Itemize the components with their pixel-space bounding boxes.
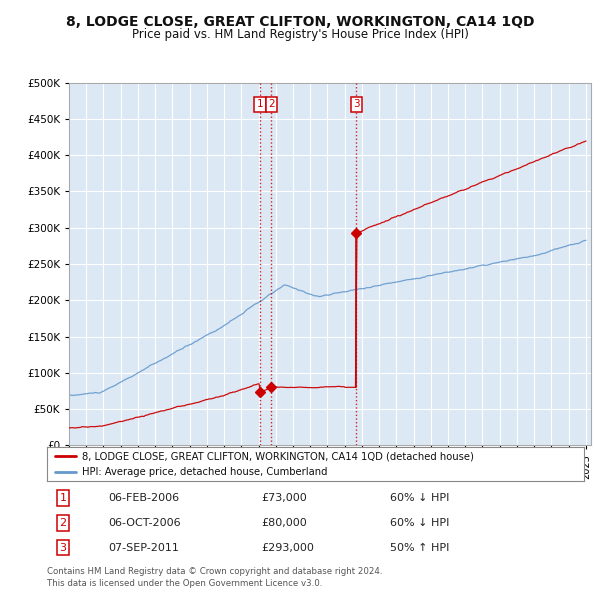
Text: 8, LODGE CLOSE, GREAT CLIFTON, WORKINGTON, CA14 1QD (detached house): 8, LODGE CLOSE, GREAT CLIFTON, WORKINGTO… <box>82 451 473 461</box>
Text: 06-OCT-2006: 06-OCT-2006 <box>109 518 181 528</box>
Text: £293,000: £293,000 <box>262 543 314 552</box>
Text: Price paid vs. HM Land Registry's House Price Index (HPI): Price paid vs. HM Land Registry's House … <box>131 28 469 41</box>
Text: 2: 2 <box>59 518 67 528</box>
Text: HPI: Average price, detached house, Cumberland: HPI: Average price, detached house, Cumb… <box>82 467 327 477</box>
Text: 50% ↑ HPI: 50% ↑ HPI <box>391 543 450 552</box>
Text: 07-SEP-2011: 07-SEP-2011 <box>109 543 179 552</box>
Text: Contains HM Land Registry data © Crown copyright and database right 2024.
This d: Contains HM Land Registry data © Crown c… <box>47 568 382 588</box>
Text: 8, LODGE CLOSE, GREAT CLIFTON, WORKINGTON, CA14 1QD: 8, LODGE CLOSE, GREAT CLIFTON, WORKINGTO… <box>66 15 534 30</box>
Text: 1: 1 <box>257 99 263 109</box>
Text: 60% ↓ HPI: 60% ↓ HPI <box>391 493 450 503</box>
Text: 1: 1 <box>59 493 67 503</box>
Text: 3: 3 <box>59 543 67 552</box>
Text: 2: 2 <box>268 99 275 109</box>
Text: 60% ↓ HPI: 60% ↓ HPI <box>391 518 450 528</box>
Text: 06-FEB-2006: 06-FEB-2006 <box>109 493 179 503</box>
Text: £80,000: £80,000 <box>262 518 307 528</box>
Text: 3: 3 <box>353 99 359 109</box>
Text: £73,000: £73,000 <box>262 493 307 503</box>
